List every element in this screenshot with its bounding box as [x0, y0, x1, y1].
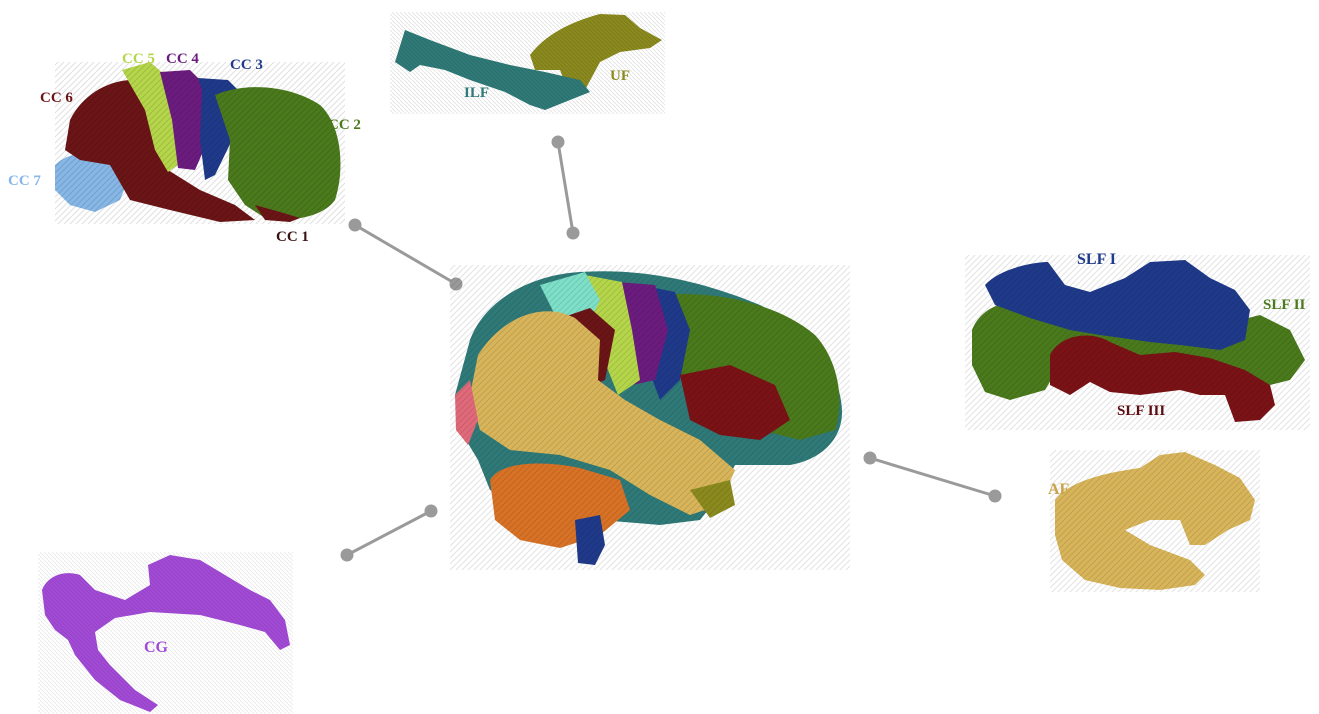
connector-cg	[346, 509, 432, 557]
label-uf: UF	[610, 68, 630, 84]
fiber-texture	[390, 12, 665, 114]
label-cc3: CC 3	[230, 57, 263, 73]
cg-panel	[38, 552, 293, 714]
fiber-texture	[1050, 450, 1260, 592]
connector-cc	[354, 223, 457, 286]
label-ilf: ILF	[464, 85, 489, 101]
label-cc7: CC 7	[8, 173, 41, 189]
af-panel	[1050, 450, 1260, 592]
connector-dot	[348, 218, 362, 232]
corpus-callosum-panel	[55, 62, 345, 224]
connector-dot	[551, 135, 565, 149]
fiber-texture	[55, 62, 345, 224]
fiber-texture	[38, 552, 293, 714]
connector-dot	[424, 504, 438, 518]
ilf-uf-panel	[390, 12, 665, 114]
fiber-texture	[965, 255, 1310, 430]
connector-ilf-uf	[556, 141, 575, 234]
label-af: AF	[1048, 481, 1070, 498]
label-cc5: CC 5	[122, 51, 155, 67]
connector-dot	[988, 489, 1002, 503]
connector-af	[869, 456, 996, 498]
label-cc6: CC 6	[40, 90, 73, 106]
connector-dot	[863, 451, 877, 465]
whole-brain-tractography	[450, 265, 850, 570]
connector-dot	[340, 548, 354, 562]
label-cg: CG	[144, 639, 169, 656]
label-slf3: SLF III	[1117, 403, 1165, 419]
label-slf1: SLF I	[1077, 251, 1116, 268]
label-cc4: CC 4	[166, 51, 199, 67]
label-slf2: SLF II	[1263, 297, 1306, 313]
label-cc2: CC 2	[328, 117, 361, 133]
label-cc1: CC 1	[276, 229, 309, 245]
connector-dot	[566, 226, 580, 240]
slf-panel	[965, 255, 1310, 430]
fiber-texture	[450, 265, 850, 570]
